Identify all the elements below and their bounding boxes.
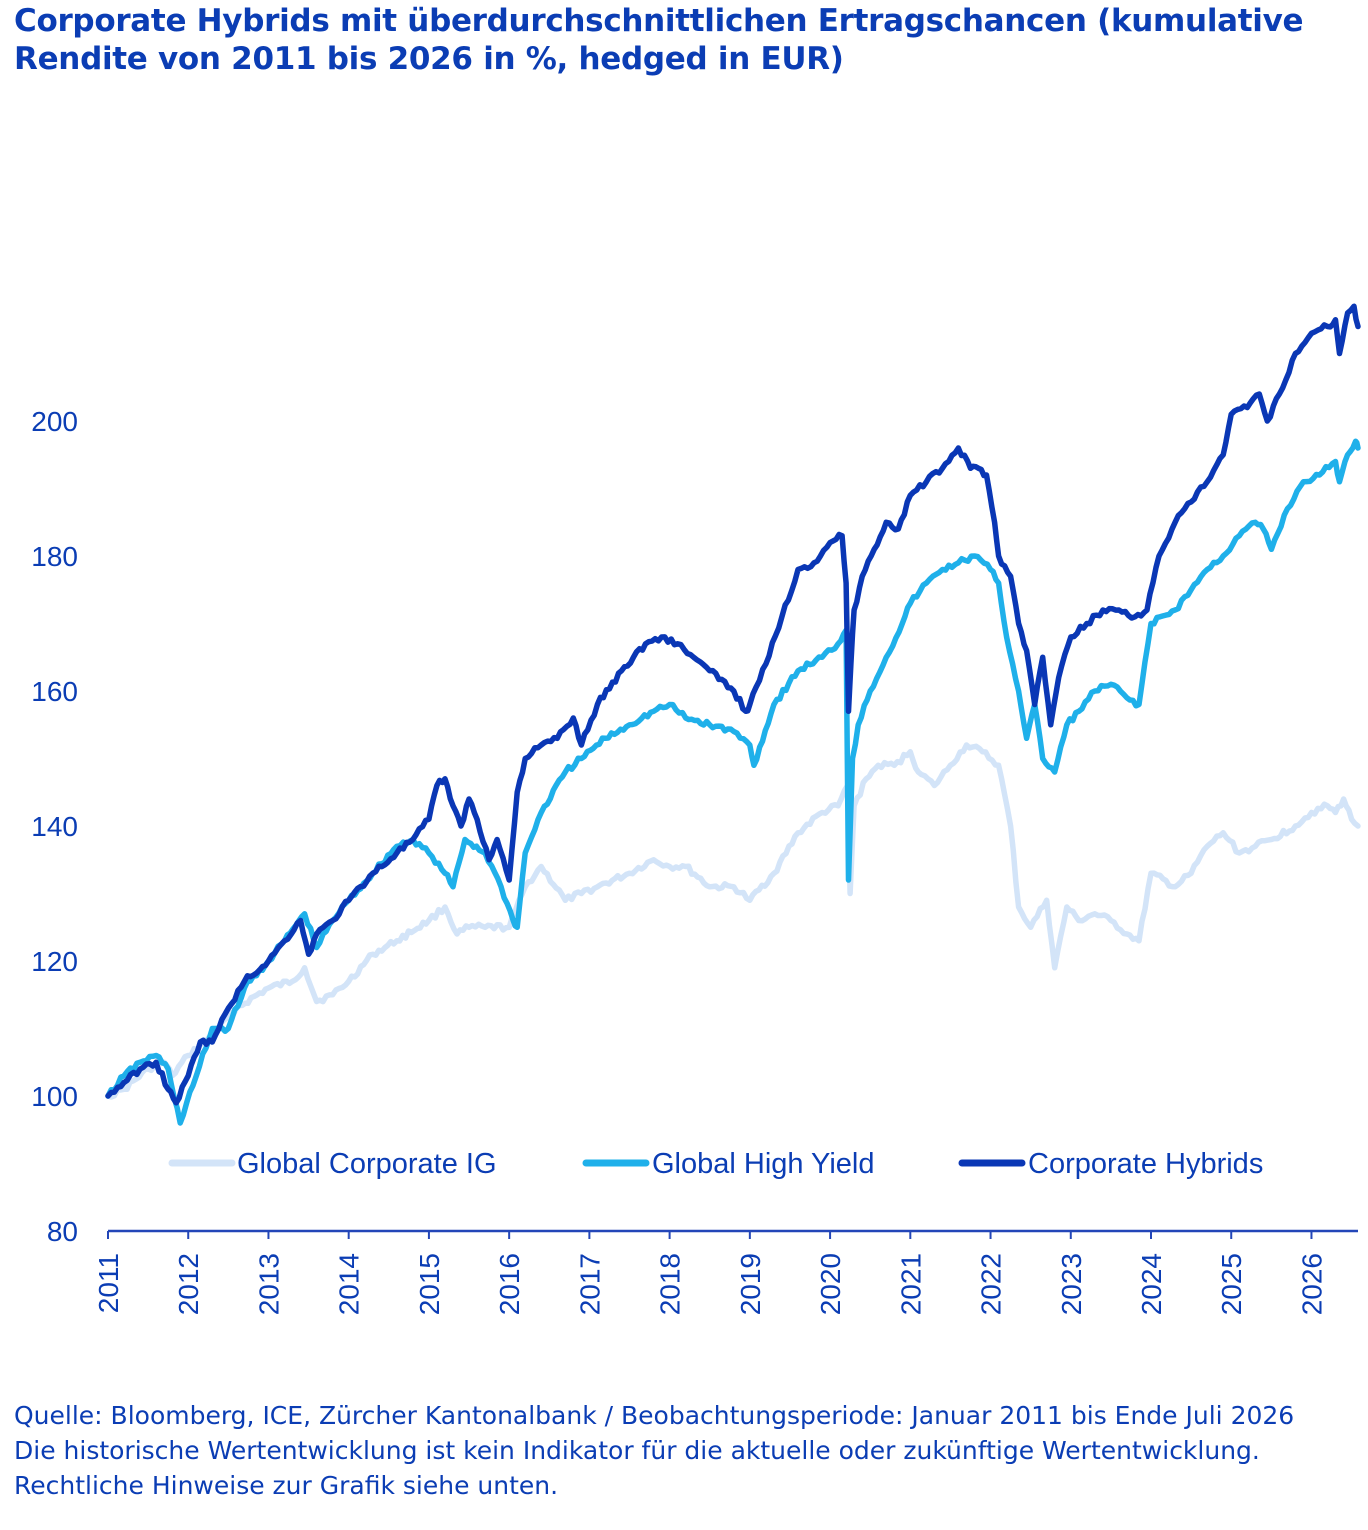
legend-label: Global High Yield — [652, 1148, 874, 1180]
y-tick-label: 200 — [31, 406, 78, 437]
x-tick-label: 2022 — [976, 1253, 1007, 1315]
series-line-global-corporate-ig — [105, 742, 1361, 1100]
x-tick-label: 2012 — [173, 1253, 204, 1315]
x-tick-label: 2025 — [1216, 1253, 1247, 1315]
x-tick-label: 2021 — [895, 1253, 926, 1315]
x-tick-label: 2015 — [414, 1253, 445, 1315]
x-tick-label: 2023 — [1056, 1253, 1087, 1315]
y-tick-label: 120 — [31, 946, 78, 977]
legend-label: Corporate Hybrids — [1028, 1148, 1263, 1180]
y-tick-label: 160 — [31, 676, 78, 707]
y-tick-label: 180 — [31, 541, 78, 572]
x-tick-label: 2019 — [735, 1253, 766, 1315]
x-tick-label: 2020 — [815, 1253, 846, 1315]
series-line-global-high-yield — [105, 438, 1361, 1126]
x-axis-ticks: 2011 2012 2013 2014 2015 2016 2017 2018 2019 2020… — [93, 1231, 1327, 1315]
x-tick-label: 2014 — [334, 1253, 365, 1315]
x-tick-label: 2013 — [253, 1253, 284, 1315]
y-tick-label: 140 — [31, 811, 78, 842]
x-tick-label: 2026 — [1296, 1253, 1327, 1315]
y-axis-ticks: 80 100 120 140 160 180 200 — [31, 406, 78, 1247]
series-lines — [105, 303, 1361, 1126]
y-tick-label: 100 — [31, 1081, 78, 1112]
legend: Global Corporate IG Global High Yield Corp… — [168, 1148, 1263, 1180]
series-line-corporate-hybrids — [105, 303, 1361, 1106]
x-tick-label: 2024 — [1136, 1253, 1167, 1315]
y-tick-label: 80 — [47, 1216, 78, 1247]
chart-title: Corporate Hybrids mit überdurchschnittli… — [14, 3, 1304, 77]
x-tick-label: 2018 — [655, 1253, 686, 1315]
x-tick-label: 2017 — [574, 1253, 605, 1315]
legend-label: Global Corporate IG — [237, 1148, 497, 1180]
x-tick-label: 2011 — [93, 1253, 124, 1313]
source-note: Quelle: Bloomberg, ICE, Zürcher Kantonal… — [14, 1401, 1295, 1500]
x-tick-label: 2016 — [494, 1253, 525, 1315]
